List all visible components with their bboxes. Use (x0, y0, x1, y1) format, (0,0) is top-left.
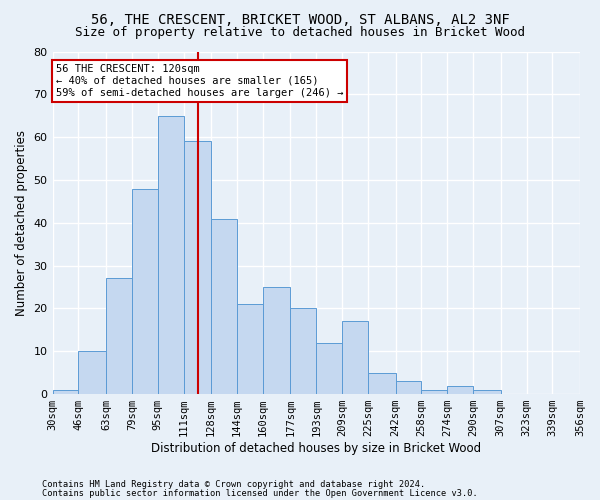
Bar (448, 386, 473, 394)
Text: 56 THE CRESCENT: 120sqm
← 40% of detached houses are smaller (165)
59% of semi-d: 56 THE CRESCENT: 120sqm ← 40% of detache… (56, 64, 343, 98)
Bar (395, 381, 421, 394)
Bar (79, 352, 106, 394)
Text: 56, THE CRESCENT, BRICKET WOOD, ST ALBANS, AL2 3NF: 56, THE CRESCENT, BRICKET WOOD, ST ALBAN… (91, 12, 509, 26)
Text: Contains HM Land Registry data © Crown copyright and database right 2024.: Contains HM Land Registry data © Crown c… (42, 480, 425, 489)
Text: Contains public sector information licensed under the Open Government Licence v3: Contains public sector information licen… (42, 488, 478, 498)
Bar (263, 287, 290, 394)
Bar (290, 308, 316, 394)
Bar (421, 390, 448, 394)
Bar (316, 342, 342, 394)
Bar (342, 322, 368, 394)
Bar (132, 188, 158, 394)
X-axis label: Distribution of detached houses by size in Bricket Wood: Distribution of detached houses by size … (151, 442, 481, 455)
Bar (368, 372, 395, 394)
Bar (53, 390, 79, 394)
Bar (106, 278, 132, 394)
Bar (211, 218, 237, 394)
Y-axis label: Number of detached properties: Number of detached properties (15, 130, 28, 316)
Bar (158, 116, 184, 394)
Text: Size of property relative to detached houses in Bricket Wood: Size of property relative to detached ho… (75, 26, 525, 39)
Bar (237, 304, 263, 394)
Bar (184, 142, 211, 394)
Bar (473, 390, 501, 394)
